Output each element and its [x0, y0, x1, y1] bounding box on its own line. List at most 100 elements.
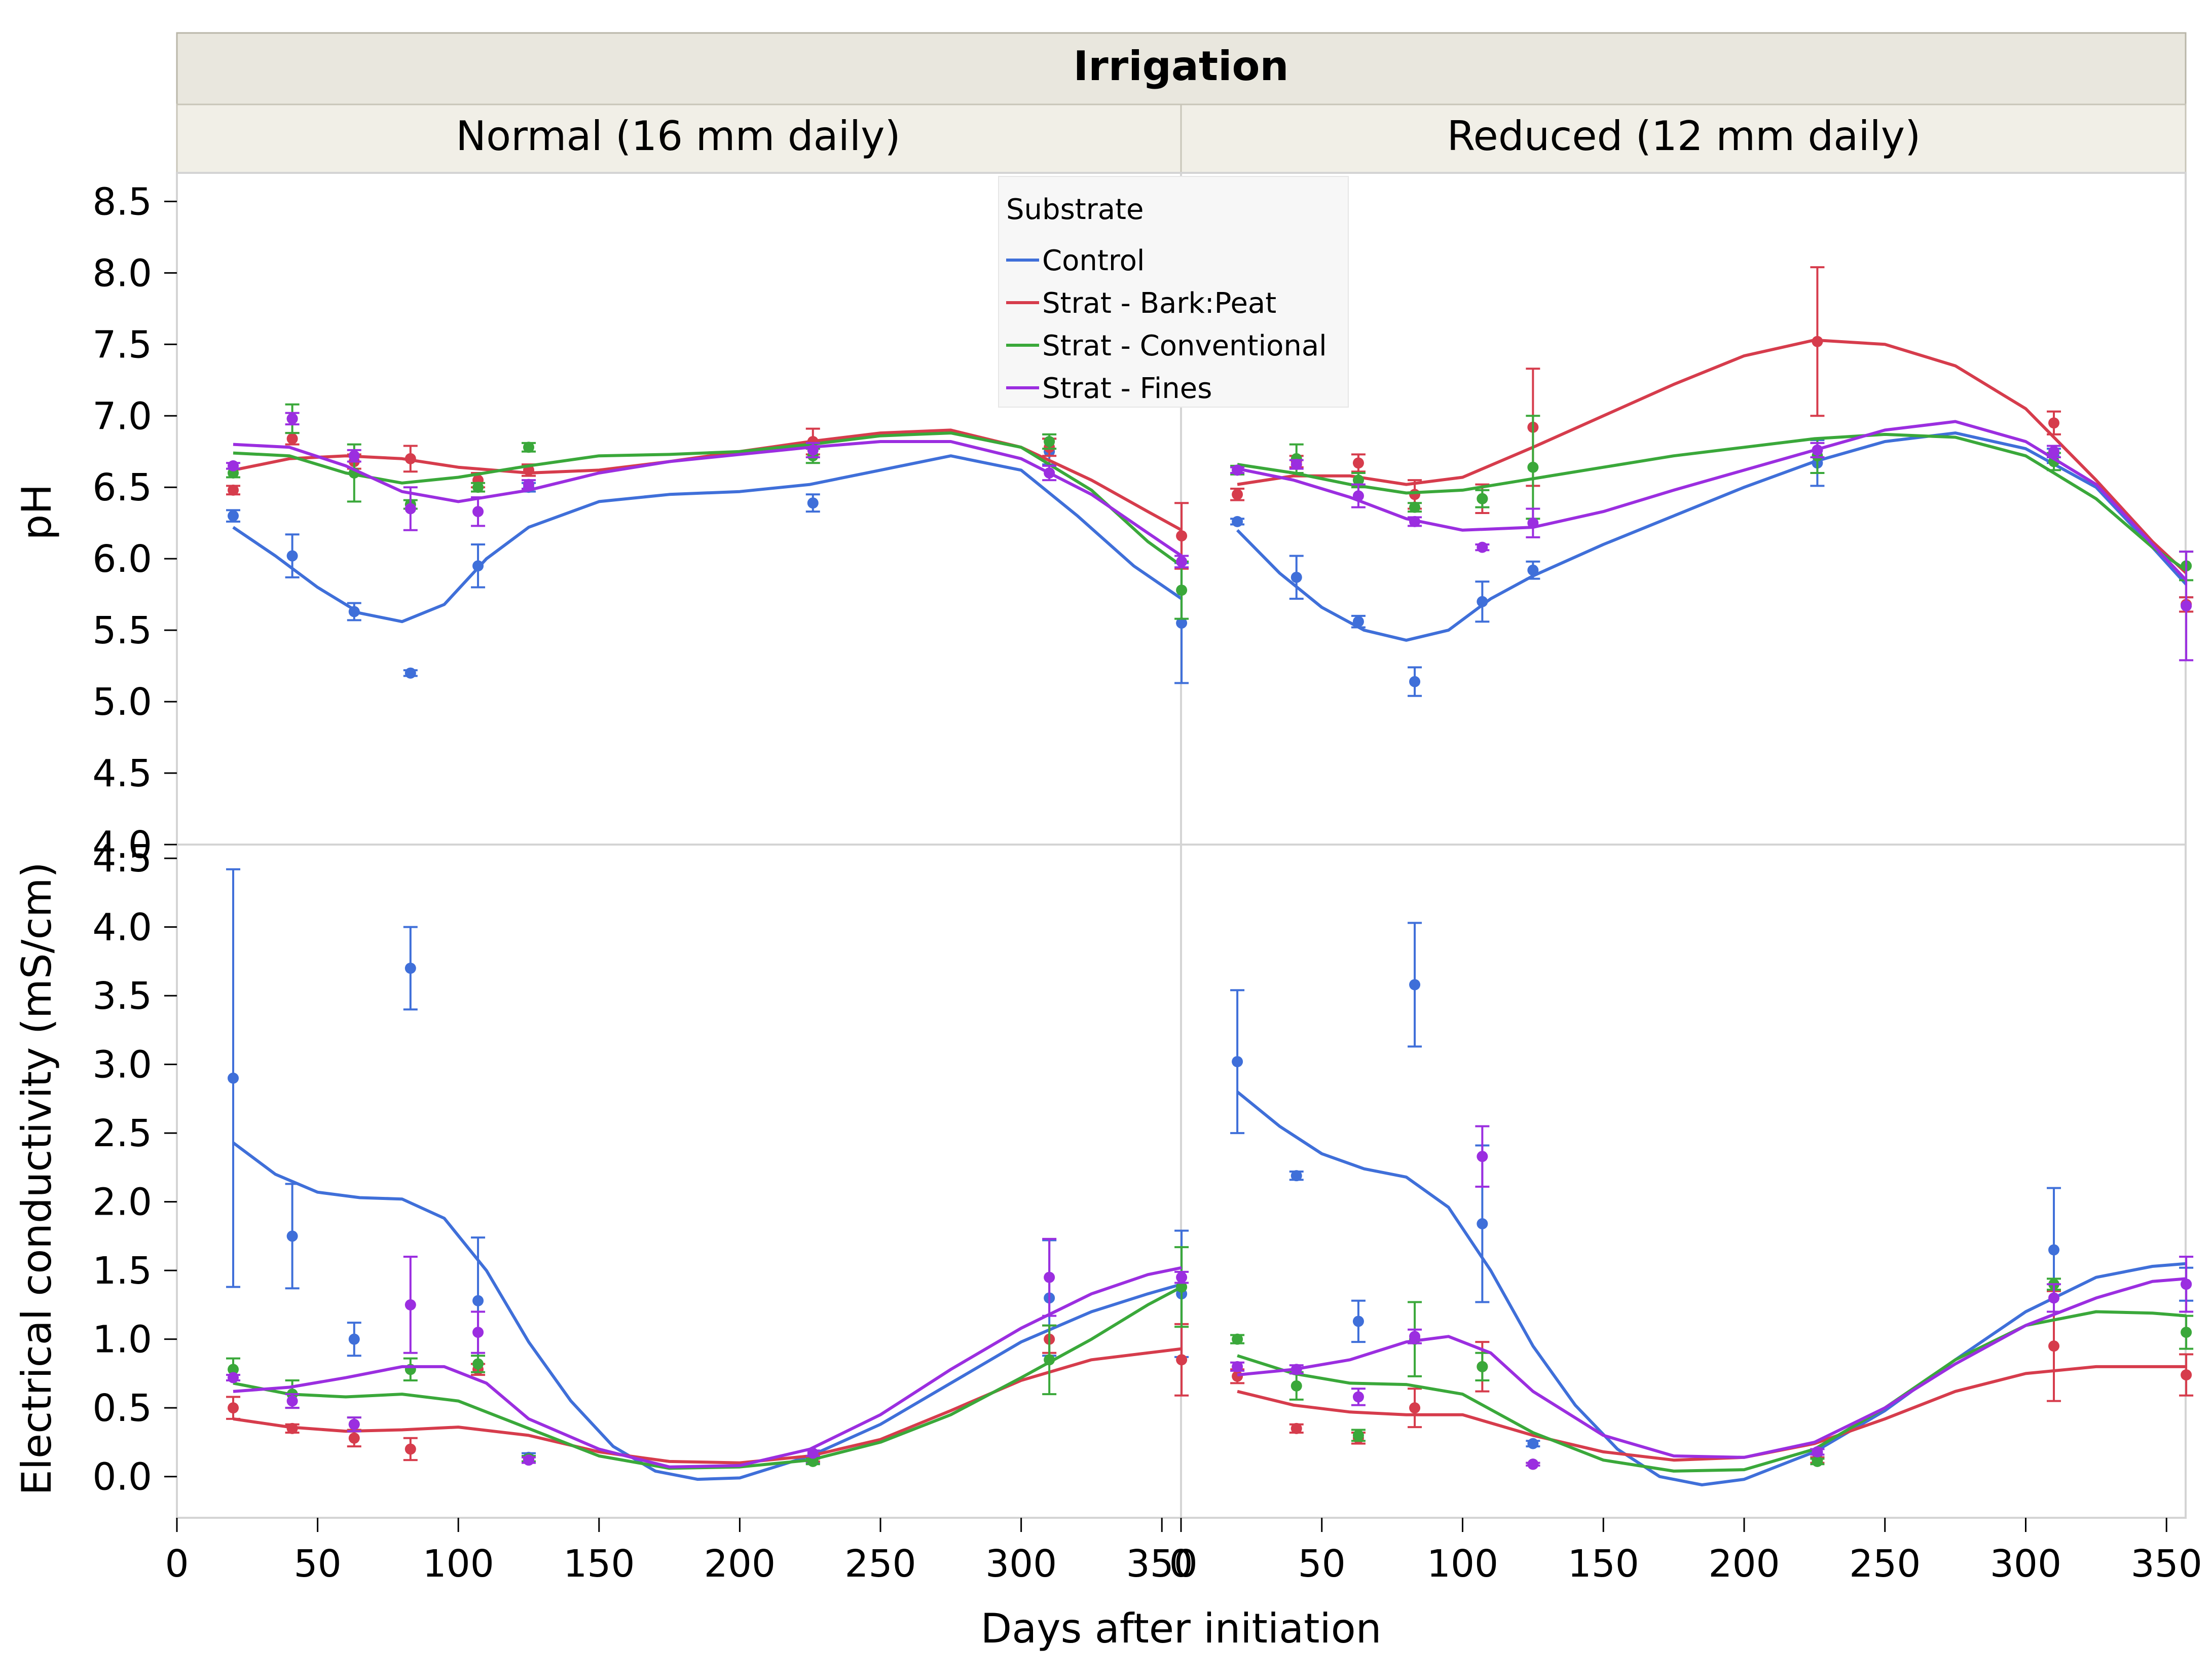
data-point [2181, 1279, 2192, 1290]
data-point [1409, 501, 1421, 513]
data-point [2048, 1292, 2060, 1304]
data-point [1812, 336, 1823, 347]
data-point [2048, 1244, 2060, 1256]
data-point [1232, 1370, 1243, 1382]
data-point [1291, 1422, 1302, 1434]
fit-curve [1237, 1365, 2187, 1462]
data-point [348, 1432, 360, 1444]
y-tick-label: 0.5 [92, 1386, 152, 1430]
data-point [472, 1327, 484, 1338]
data-point [2181, 1327, 2192, 1338]
x-tick-label: 200 [1708, 1542, 1780, 1586]
data-point [1477, 1218, 1488, 1230]
legend-label: Strat - Bark:Peat [1042, 287, 1276, 320]
y-ticks: 4.04.55.05.56.06.57.07.58.08.50.00.51.01… [92, 180, 177, 1499]
data-point [1527, 564, 1539, 576]
data-point [1176, 530, 1188, 542]
x-axis-label: Days after initiation [981, 1605, 1382, 1652]
data-point [1176, 1281, 1188, 1293]
data-point [286, 550, 298, 562]
data-point [1477, 541, 1488, 553]
data-point [228, 1364, 239, 1375]
x-tick-label: 150 [1568, 1542, 1639, 1586]
data-point [286, 413, 298, 424]
x-tick-label: 300 [1990, 1542, 2061, 1586]
data-point [472, 482, 484, 493]
data-point [1352, 490, 1364, 502]
data-point [286, 1395, 298, 1407]
data-point [1232, 1333, 1243, 1345]
data-point [1352, 1316, 1364, 1327]
y-tick-label: 3.5 [92, 974, 152, 1018]
legend-label: Strat - Fines [1042, 372, 1212, 405]
data-point [348, 1333, 360, 1345]
header-band [176, 32, 2187, 105]
data-point [1044, 467, 1055, 479]
fit-curve [1237, 1277, 2187, 1459]
y-tick-label: 4.5 [92, 837, 152, 881]
x-tick-label: 350 [1126, 1542, 1198, 1586]
fit-curve [1237, 1310, 2187, 1473]
x-tick-label: 150 [563, 1542, 635, 1586]
data-point [1291, 571, 1302, 583]
data-point [1291, 1364, 1302, 1375]
data-point [1477, 493, 1488, 504]
data-point [228, 460, 239, 471]
data-point [472, 506, 484, 518]
y-tick-label: 6.5 [92, 466, 152, 509]
x-tick-label: 100 [423, 1542, 494, 1586]
legend-label: Strat - Conventional [1042, 330, 1327, 362]
legend-box [998, 176, 1349, 408]
x-tick-label: 250 [1849, 1542, 1921, 1586]
y-tick-label: 8.0 [92, 251, 152, 295]
data-point [1291, 1170, 1302, 1182]
data-point [404, 453, 416, 464]
data-point [807, 497, 819, 509]
data-point [348, 450, 360, 462]
legend: Substrate Control Strat - Bark:Peat Strat … [998, 176, 1349, 408]
data-point [348, 606, 360, 617]
data-point [1352, 1430, 1364, 1441]
data-point [1291, 1380, 1302, 1392]
y-axis-label-ec: Electrical conductivity (mS/cm) [13, 862, 60, 1495]
data-point [1291, 459, 1302, 470]
x-tick-label: 300 [985, 1542, 1057, 1586]
y-tick-label: 2.5 [92, 1112, 152, 1155]
fit-curve [233, 440, 1183, 557]
legend-title: Substrate [1006, 193, 1144, 226]
data-point [404, 1299, 416, 1310]
data-point [2181, 600, 2192, 612]
data-point [1352, 1391, 1364, 1403]
fit-curve [1236, 1090, 2187, 1486]
y-tick-label: 5.0 [92, 680, 152, 724]
data-point [404, 503, 416, 515]
x-tick-label: 200 [704, 1542, 776, 1586]
data-point [472, 560, 484, 572]
data-point [1409, 676, 1421, 687]
data-point [1176, 617, 1188, 629]
data-point [404, 1443, 416, 1455]
data-point [2048, 446, 2060, 457]
fit-curve [1237, 432, 2187, 572]
y-tick-label: 6.0 [92, 537, 152, 581]
data-point [1176, 556, 1188, 567]
data-point [807, 1455, 819, 1467]
y-tick-label: 8.5 [92, 180, 152, 224]
data-point [1409, 516, 1421, 527]
x-tick-label: 50 [1298, 1542, 1346, 1586]
data-point [2181, 1369, 2192, 1381]
data-point [1352, 616, 1364, 628]
data-point [286, 433, 298, 445]
x-tick-label: 50 [294, 1542, 342, 1586]
data-point [1527, 517, 1539, 529]
data-point [1477, 1151, 1488, 1162]
data-point [228, 1072, 239, 1084]
data-point [1232, 464, 1243, 476]
data-point [523, 442, 535, 453]
y-tick-label: 7.5 [92, 323, 152, 367]
data-point [404, 962, 416, 974]
data-point [472, 1358, 484, 1370]
x-tick-label: 100 [1427, 1542, 1498, 1586]
